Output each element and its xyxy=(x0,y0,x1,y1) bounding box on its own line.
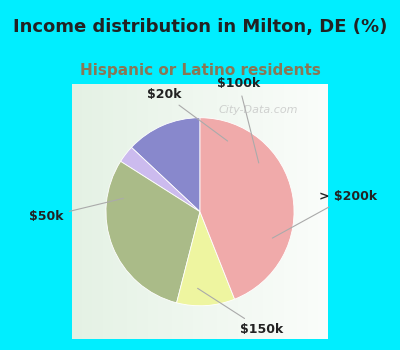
Text: $50k: $50k xyxy=(30,198,124,223)
Text: $100k: $100k xyxy=(217,77,260,163)
Text: > $200k: > $200k xyxy=(272,190,377,238)
Text: City-Data.com: City-Data.com xyxy=(219,105,298,114)
Text: $20k: $20k xyxy=(147,88,228,141)
Text: $150k: $150k xyxy=(198,288,283,336)
Text: Income distribution in Milton, DE (%): Income distribution in Milton, DE (%) xyxy=(13,18,387,36)
Wedge shape xyxy=(121,147,200,212)
Wedge shape xyxy=(106,161,200,303)
Wedge shape xyxy=(132,118,200,212)
Wedge shape xyxy=(200,118,294,299)
Wedge shape xyxy=(177,212,235,306)
Text: Hispanic or Latino residents: Hispanic or Latino residents xyxy=(80,63,320,78)
